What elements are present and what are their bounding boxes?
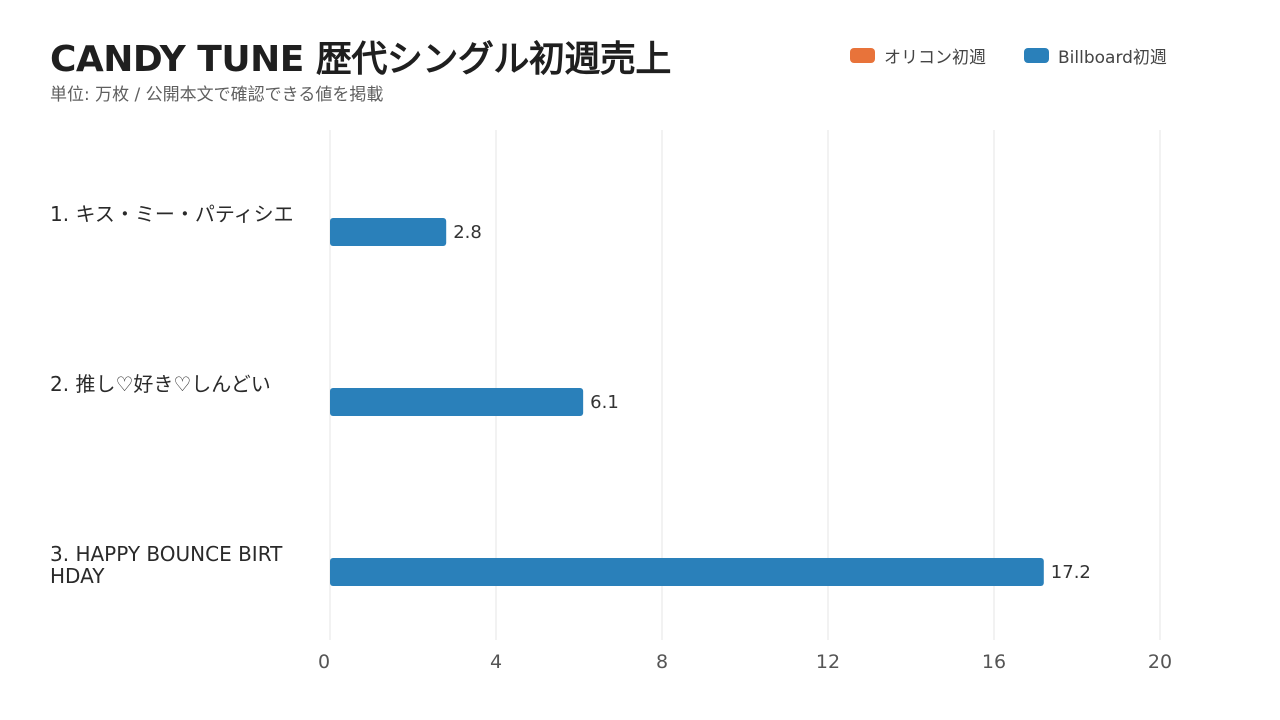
category-label-1: 1. キス・ミー・パティシエ [50,202,294,226]
bar-billboard-2 [330,388,584,416]
x-tick-label-8: 8 [656,651,668,673]
chart-title: CANDY TUNE 歴代シングル初週売上 [50,39,671,80]
category-label-2: 2. 推し♡好き♡しんどい [50,372,271,396]
legend-label-oricon: オリコン初週 [884,48,986,68]
x-tick-label-12: 12 [816,651,840,673]
chart-subtitle: 単位: 万枚 / 公開本文で確認できる値を掲載 [50,85,384,105]
legend: オリコン初週 Billboard初週 [850,43,1205,68]
legend-swatch-oricon [850,48,875,63]
x-tick-label-20: 20 [1148,651,1172,673]
bar-billboard-1 [330,218,447,246]
x-tick-label-16: 16 [982,651,1006,673]
legend-label-billboard: Billboard初週 [1058,48,1167,68]
value-label-3: 17.2 [1051,562,1091,583]
legend-item-billboard: Billboard初週 [1024,43,1167,68]
category-label-3: 3. HAPPY BOUNCE BIRT HDAY [50,542,283,588]
x-tick-label-4: 4 [490,651,502,673]
value-label-2: 6.1 [590,392,619,413]
legend-swatch-billboard [1024,48,1049,63]
legend-item-oricon: オリコン初週 [850,43,986,68]
bar-billboard-3 [330,558,1044,586]
value-label-1: 2.8 [453,222,482,243]
x-tick-label-0: 0 [318,651,330,673]
